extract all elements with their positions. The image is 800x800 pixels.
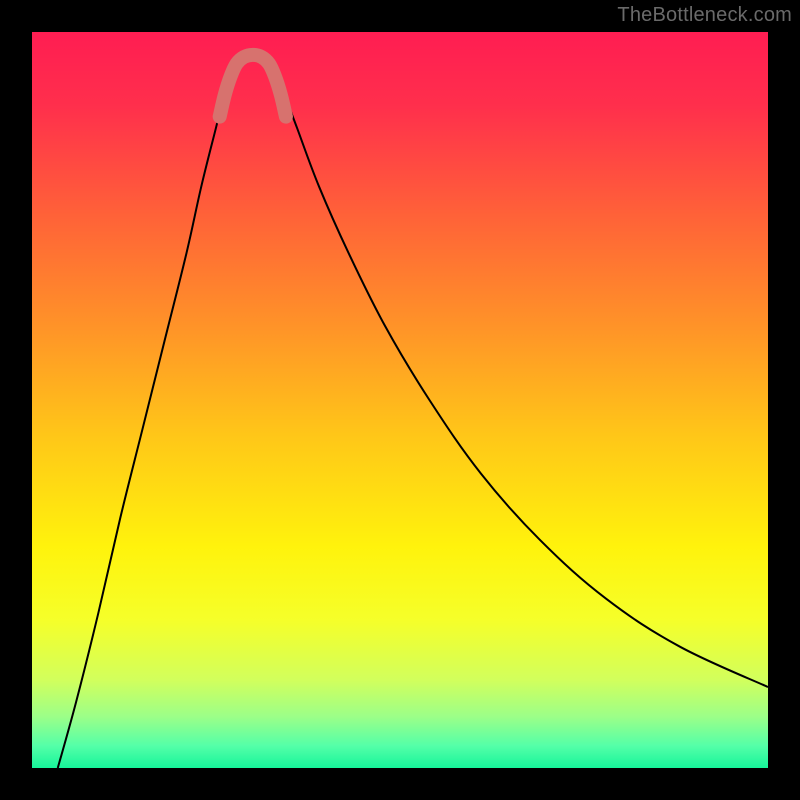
plot-area — [32, 32, 768, 768]
gradient-background — [32, 32, 768, 768]
chart-frame: TheBottleneck.com — [0, 0, 800, 800]
plot-svg — [32, 32, 768, 768]
watermark-text: TheBottleneck.com — [617, 4, 792, 27]
